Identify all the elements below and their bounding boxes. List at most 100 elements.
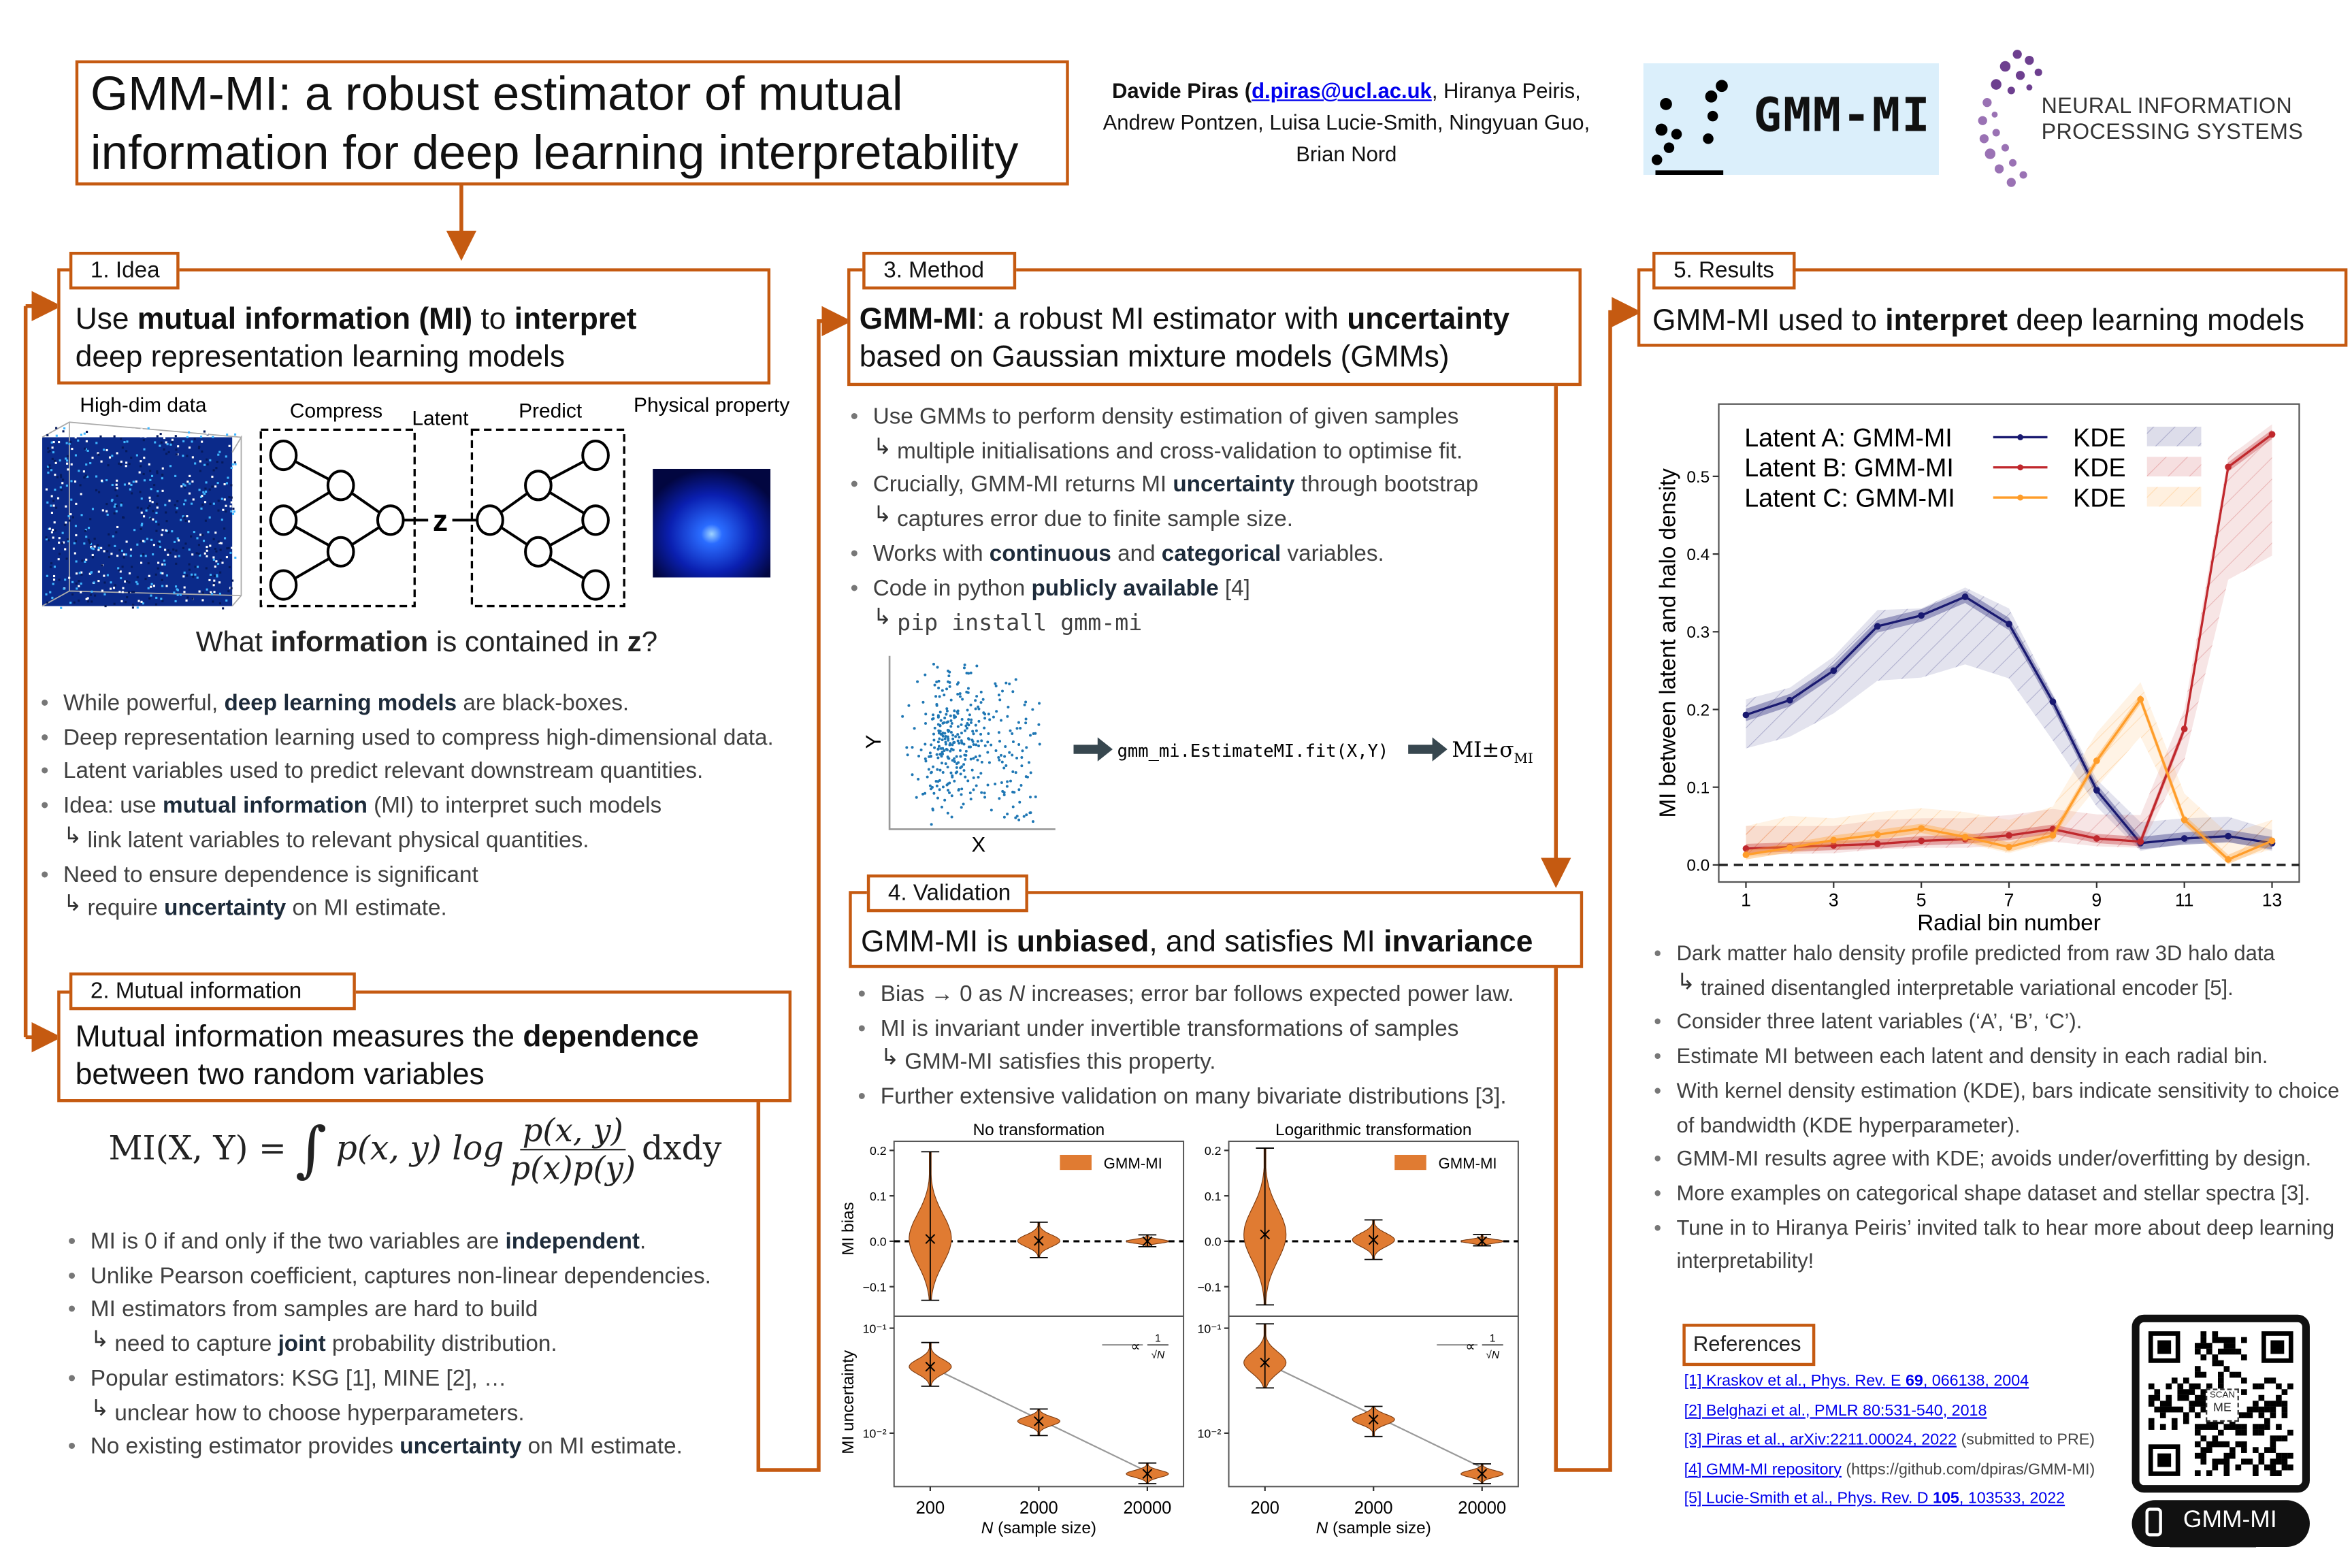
qr-module (2206, 1470, 2212, 1476)
link-text[interactable]: [1] Kraskov et al., Phys. Rev. E (1684, 1371, 1906, 1390)
cube-speck (216, 482, 219, 485)
cube-speck (188, 548, 191, 551)
bullet-item: • Latent variables used to predict releva… (37, 756, 821, 790)
cube-speck (50, 441, 53, 444)
cube-speck (152, 585, 155, 587)
bullet-text: MI estimators from samples are hard to b… (91, 1297, 538, 1323)
subline-text: captures error due to finite sample size… (897, 507, 1293, 533)
text-run: deep representation learning models (75, 340, 566, 374)
cube-speck (50, 562, 53, 565)
link-text[interactable]: , 103533, 2022 (1959, 1489, 2065, 1508)
scatter-point (932, 717, 935, 720)
cube-speck (203, 552, 206, 555)
scatter-point (969, 671, 973, 674)
link-text[interactable]: [2] Belghazi et al., PMLR 80:531-540, 20… (1684, 1401, 1987, 1420)
scatter-point (940, 755, 943, 758)
link-text[interactable]: 69 (1905, 1371, 1923, 1390)
validation-bullets: • Bias → 0 as N increases; error bar foll… (855, 979, 1563, 1115)
scatter-point (974, 699, 977, 702)
cube-speck (201, 440, 203, 443)
qr-module (2253, 1429, 2259, 1436)
cube-speck (233, 461, 236, 464)
cube-speck (164, 504, 167, 506)
cube-speck (230, 496, 233, 499)
cube-speck (53, 521, 56, 524)
cube-speck (165, 529, 167, 532)
qr-module (2200, 1424, 2207, 1430)
link-text[interactable]: [4] GMM-MI repository (1684, 1460, 1842, 1479)
qr-module (2183, 1377, 2189, 1384)
qr-module (2159, 1406, 2166, 1413)
cube-speck (106, 513, 109, 516)
cube-speck (110, 587, 112, 590)
cube-speck (50, 531, 53, 534)
cube-speck (61, 482, 64, 485)
scatter-point (1034, 732, 1037, 735)
cube-speck (69, 513, 72, 516)
cube-speck (80, 434, 82, 436)
x-axis-var: N (1316, 1519, 1328, 1537)
scatter-point (1009, 729, 1012, 732)
qr-label-pill[interactable]: GMM-MI (2132, 1500, 2310, 1547)
cube-speck (171, 530, 174, 533)
bullet-text: With kernel density estimation (KDE), ba… (1677, 1078, 2340, 1137)
link-text[interactable]: , 066138, 2004 (1923, 1371, 2029, 1390)
reference-item[interactable]: [2] Belghazi et al., PMLR 80:531-540, 20… (1684, 1397, 2095, 1426)
cube-speck (128, 482, 131, 485)
scatter-point (1014, 816, 1017, 819)
link-text[interactable]: [5] Lucie-Smith et al., Phys. Rev. D (1684, 1489, 1933, 1508)
x-axis-var: N (981, 1519, 994, 1537)
eq-numerator: p(x, y) (519, 1113, 627, 1151)
scatter-point (964, 724, 968, 728)
scatter-point (994, 682, 997, 685)
idea-question: What information is contained in z? (61, 627, 794, 661)
cube-speck (46, 466, 49, 468)
cube-speck (52, 536, 54, 539)
bullet-text: Popular estimators: KSG [1], MINE [2], … (91, 1366, 506, 1392)
scatter-point (997, 693, 1000, 697)
cube-speck (229, 431, 232, 434)
reference-item[interactable]: [1] Kraskov et al., Phys. Rev. E 69, 066… (1684, 1367, 2095, 1396)
qr-module (2241, 1447, 2247, 1453)
cube-speck (125, 540, 128, 543)
qr-module (2270, 1470, 2276, 1476)
scatter-point (1002, 815, 1006, 819)
scatter-dots-logo-icon (1651, 80, 1728, 175)
scatter-point (938, 779, 941, 782)
scatter-point (983, 726, 986, 730)
text-run: Mutual information measures the (75, 1020, 523, 1054)
x-tick-label: 7 (2004, 889, 2014, 910)
subline-text: link latent variables to relevant physic… (87, 828, 589, 853)
cube-speck (71, 581, 74, 583)
text-run: continuous (989, 540, 1111, 567)
cube-speck (47, 471, 50, 474)
link-text[interactable]: [3] Piras et al., arXiv:2211.00024, 2022 (1684, 1431, 1957, 1449)
references-list: [1] Kraskov et al., Phys. Rev. E 69, 066… (1684, 1367, 2095, 1514)
reference-item[interactable]: [4] GMM-MI repository (https://github.co… (1684, 1456, 2095, 1485)
cube-speck (126, 440, 129, 443)
text-run: , and satisfies MI (1149, 926, 1384, 959)
scatter-point (958, 736, 961, 739)
reference-item[interactable]: [5] Lucie-Smith et al., Phys. Rev. D 105… (1684, 1485, 2095, 1514)
data-point (1918, 612, 1925, 619)
scatter-point (953, 757, 956, 760)
bullet-text: Latent variables used to predict relevan… (63, 759, 703, 785)
qr-finder (2157, 1453, 2172, 1467)
link-text[interactable]: 105 (1933, 1489, 1959, 1508)
cube-speck (47, 451, 50, 453)
cube-speck (143, 479, 146, 482)
eq-integrand: p(x, y) log (336, 1130, 504, 1169)
cube-speck (163, 437, 166, 440)
idea-bullets: • While powerful, deep learning models ar… (37, 687, 821, 927)
link-text[interactable]: d.piras@ucl.ac.uk (1252, 78, 1432, 103)
qr-module (2194, 1412, 2201, 1418)
scatter-point (969, 703, 973, 706)
reference-item[interactable]: [3] Piras et al., arXiv:2211.00024, 2022… (1684, 1426, 2095, 1456)
cube-speck (191, 598, 194, 600)
eq-denominator: p(x)p(y) (510, 1150, 636, 1187)
bullet-dot-icon: • (1654, 1146, 1662, 1171)
qr-code[interactable]: SCAN ME (2132, 1314, 2310, 1493)
scatter-point (958, 695, 962, 698)
qr-module (2148, 1418, 2155, 1424)
text-run: information (270, 627, 429, 659)
